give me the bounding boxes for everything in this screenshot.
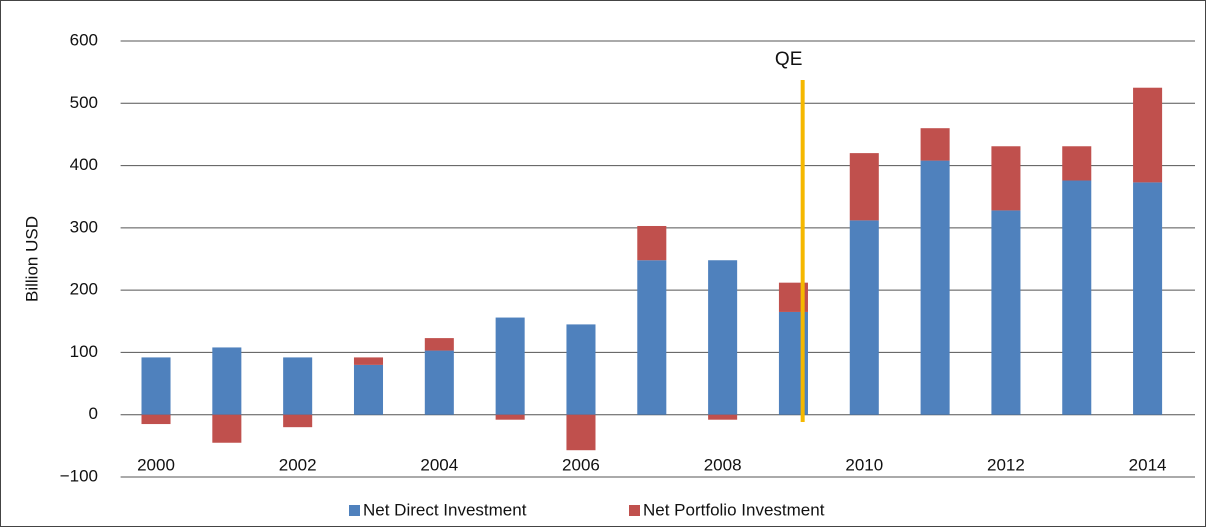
bar <box>637 260 667 415</box>
y-tick-label: 400 <box>70 155 98 174</box>
bar <box>849 153 879 221</box>
legend-swatch <box>629 505 640 516</box>
bar <box>991 146 1021 211</box>
bar <box>920 160 950 415</box>
x-tick-label: 2012 <box>987 455 1025 474</box>
y-tick-label: 0 <box>89 404 98 423</box>
bar <box>495 414 525 420</box>
bar <box>141 414 171 425</box>
bar <box>424 338 454 351</box>
bar <box>283 414 313 428</box>
y-axis-label: Billion USD <box>22 216 41 302</box>
y-tick-label: −100 <box>60 466 98 485</box>
x-tick-label: 2014 <box>1129 455 1167 474</box>
x-tick-label: 2000 <box>137 455 175 474</box>
bar <box>708 260 738 415</box>
legend-label: Net Portfolio Investment <box>643 500 825 519</box>
bar <box>495 317 525 415</box>
annotation-text: QE <box>775 49 802 70</box>
bar <box>1062 180 1092 415</box>
bar <box>1133 87 1163 183</box>
x-tick-label: 2006 <box>562 455 600 474</box>
bar <box>212 414 242 443</box>
bar <box>991 210 1021 415</box>
bar <box>920 128 950 161</box>
bar <box>566 324 596 415</box>
bar <box>424 350 454 415</box>
y-tick-label: 200 <box>70 280 98 299</box>
bar <box>1062 146 1092 181</box>
y-tick-label: 500 <box>70 93 98 112</box>
x-tick-label: 2010 <box>845 455 883 474</box>
bar <box>353 357 384 365</box>
y-tick-label: 300 <box>70 217 98 236</box>
x-tick-label: 2008 <box>704 455 742 474</box>
y-tick-label: 600 <box>70 30 98 49</box>
bar <box>708 414 738 420</box>
bar <box>1133 182 1163 415</box>
legend-label: Net Direct Investment <box>363 500 527 519</box>
bar <box>353 364 384 415</box>
x-tick-label: 2002 <box>279 455 317 474</box>
bar <box>849 220 879 415</box>
legend-swatch <box>349 505 360 516</box>
y-tick-label: 100 <box>70 342 98 361</box>
bar <box>566 414 596 451</box>
x-tick-label: 2004 <box>420 455 458 474</box>
bar <box>637 225 667 261</box>
bar <box>141 357 171 415</box>
bar <box>283 357 313 415</box>
bar <box>212 347 242 415</box>
